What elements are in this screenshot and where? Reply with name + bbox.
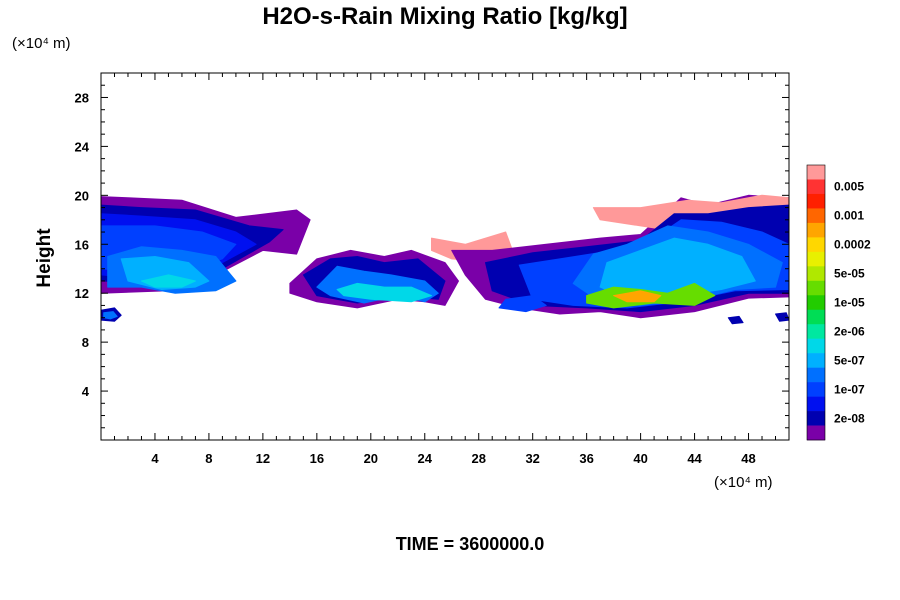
y-tick-label: 28 xyxy=(75,90,89,105)
x-tick-label: 16 xyxy=(310,451,324,466)
colorbar-label: 1e-07 xyxy=(834,382,865,396)
contour-region-10 xyxy=(336,282,432,303)
colorbar-label: 2e-08 xyxy=(834,411,865,425)
x-unit-label: (×10⁴ m) xyxy=(714,474,773,491)
colorbar-frame xyxy=(806,164,826,441)
colorbar: 0.005 0.001 0.0002 5e-05 1e-05 2e-06 5e-07 1e-0… xyxy=(806,164,871,441)
colorbar-label: 1e-05 xyxy=(834,296,865,310)
colorbar-swatch xyxy=(807,179,825,195)
colorbar-swatch xyxy=(807,353,825,368)
time-label: TIME = 3600000.0 xyxy=(396,534,545,554)
colorbar-label: 2e-06 xyxy=(834,324,865,338)
colorbar-swatch xyxy=(807,193,825,209)
colorbar-swatch xyxy=(807,309,825,325)
y-axis-label: Height xyxy=(34,228,55,288)
chart-title: H2O-s-Rain Mixing Ratio [kg/kg] xyxy=(262,3,627,30)
colorbar-label: 0.0002 xyxy=(834,238,871,252)
contour-region-23 xyxy=(727,315,744,325)
colorbar-swatch xyxy=(807,237,825,253)
colorbar-swatch xyxy=(807,251,825,267)
colorbar-swatch xyxy=(807,338,825,354)
colorbar-swatch xyxy=(807,382,825,397)
x-tick-label: 48 xyxy=(741,451,755,466)
x-tick-label: 28 xyxy=(471,451,485,466)
x-tick-label: 12 xyxy=(256,451,270,466)
contour-region-6 xyxy=(141,274,196,288)
contour-region-24 xyxy=(775,312,790,322)
contour-region-22 xyxy=(103,311,118,320)
colorbar-swatch xyxy=(807,165,825,180)
colorbar-label: 5e-07 xyxy=(834,353,865,367)
colorbar-swatch xyxy=(807,295,825,311)
x-tick-label: 40 xyxy=(633,451,647,466)
x-tick-label: 32 xyxy=(525,451,539,466)
colorbar-swatch xyxy=(807,208,825,224)
plot-area xyxy=(100,194,790,325)
x-tick-label: 44 xyxy=(687,451,702,466)
y-tick-label: 4 xyxy=(82,384,90,399)
colorbar-swatch xyxy=(807,396,825,412)
y-tick-label: 20 xyxy=(75,188,89,203)
colorbar-swatch xyxy=(807,411,825,426)
colorbar-swatch xyxy=(807,425,825,441)
contour-region-19 xyxy=(613,290,662,303)
y-tick-label: 16 xyxy=(75,237,89,252)
colorbar-swatch xyxy=(807,222,825,238)
x-tick-label: 4 xyxy=(151,451,159,466)
colorbar-label: 0.001 xyxy=(834,209,864,223)
y-unit-label: (×10⁴ m) xyxy=(12,35,71,52)
x-tick-label: 36 xyxy=(579,451,593,466)
x-tick-label: 20 xyxy=(364,451,378,466)
y-tick-label: 8 xyxy=(82,335,89,350)
colorbar-swatch xyxy=(807,324,825,339)
y-tick-label: 12 xyxy=(75,286,89,301)
x-tick-label: 8 xyxy=(205,451,212,466)
y-tick-label: 24 xyxy=(75,139,90,154)
colorbar-label: 0.005 xyxy=(834,180,864,194)
colorbar-swatch xyxy=(807,266,825,282)
contour-region-20 xyxy=(498,295,547,313)
colorbar-swatch xyxy=(807,280,825,296)
x-tick-label: 24 xyxy=(418,451,433,466)
colorbar-label: 5e-05 xyxy=(834,267,865,281)
colorbar-swatch xyxy=(807,367,825,383)
